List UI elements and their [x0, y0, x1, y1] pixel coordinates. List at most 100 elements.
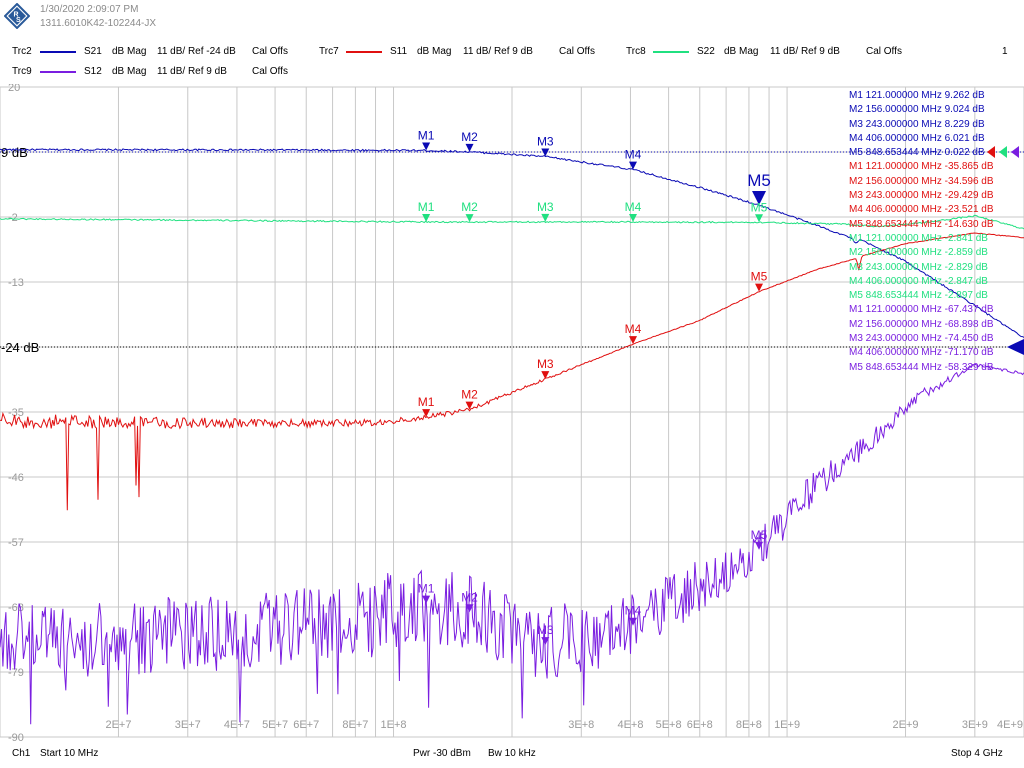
- x-tick-label: 2E+7: [105, 719, 131, 731]
- trace-markers: M1 M2 M3 M4 M5 M1 M2 M3 M4 M5 M1 M2 M3 M4 M5 M1 M2 M3 M4 M5: [418, 128, 771, 646]
- svg-text:S: S: [16, 17, 21, 24]
- marker-label: M3: [537, 357, 554, 371]
- marker-triangle: [629, 214, 638, 223]
- if-bandwidth[interactable]: Bw 10 kHz: [488, 748, 536, 759]
- marker-label: M4: [625, 200, 642, 214]
- diagram-area[interactable]: 20 9 dB -2 -13 -24 dB -35 -46 -57 -68 -79 -90 2E+7…: [0, 84, 1024, 744]
- marker-label: M4: [625, 604, 642, 618]
- stop-frequency[interactable]: Stop 4 GHz: [951, 748, 1003, 759]
- marker-label: M1: [418, 395, 435, 409]
- marker-label: M5: [751, 270, 768, 284]
- marker-triangle: [541, 371, 550, 380]
- legend-param: S21: [84, 46, 102, 57]
- y-tick-label: 9 dB: [1, 145, 28, 160]
- channel-count: 1: [1002, 46, 1008, 57]
- marker-triangle: [422, 595, 431, 604]
- marker-triangle: [541, 148, 550, 157]
- marker-row[interactable]: M5 848.653444 MHz -14.630 dB: [849, 218, 994, 230]
- y-tick-label: -35: [8, 407, 24, 419]
- y-tick-label: -90: [8, 732, 24, 744]
- marker-row[interactable]: M1 121.000000 MHz -67.437 dB: [849, 304, 994, 316]
- y-tick-label: -46: [8, 472, 24, 484]
- y-tick-label: -79: [8, 667, 24, 679]
- marker-row[interactable]: M1 121.000000 MHz -2.841 dB: [849, 232, 988, 244]
- y-tick-labels: 20 9 dB -2 -13 -24 dB -35 -46 -57 -68 -79 -90: [1, 84, 39, 744]
- marker-label: M2: [461, 388, 478, 402]
- legend-param: S11: [390, 46, 408, 57]
- marker-row[interactable]: M4 406.000000 MHz -23.521 dB: [849, 204, 994, 216]
- marker-triangle: [422, 409, 431, 418]
- marker-row[interactable]: M3 243.000000 MHz -74.450 dB: [849, 333, 994, 345]
- trace-s12: [0, 363, 1024, 725]
- legend-param: S22: [697, 46, 715, 57]
- marker-triangle: [465, 401, 474, 410]
- marker-label: M3: [537, 200, 554, 214]
- marker-label: M5: [751, 200, 768, 214]
- marker-row[interactable]: M2 156.000000 MHz 9.024 dB: [849, 104, 985, 116]
- marker-row[interactable]: M5 848.653444 MHz 0.022 dB: [849, 147, 985, 159]
- channel-label: Ch1: [12, 748, 31, 759]
- marker-row[interactable]: M4 406.000000 MHz -71.170 dB: [849, 347, 994, 359]
- traces: [0, 148, 1024, 725]
- marker-triangle: [629, 336, 638, 345]
- marker-row[interactable]: M5 848.653444 MHz -2.897 dB: [849, 290, 988, 302]
- legend-format: dB Mag: [417, 46, 452, 57]
- ref-arrow-icon: [987, 146, 995, 158]
- y-tick-label: -24 dB: [1, 340, 39, 355]
- legend-line: [346, 51, 382, 53]
- marker-row[interactable]: M1 121.000000 MHz 9.262 dB: [849, 90, 985, 101]
- marker-triangle: [541, 637, 550, 646]
- legend-line: [40, 71, 76, 73]
- marker-label: M5: [751, 528, 768, 542]
- x-tick-label: 4E+9: [997, 719, 1023, 731]
- marker-triangle: [541, 213, 550, 222]
- legend-format: dB Mag: [724, 46, 759, 57]
- marker-label: M1: [418, 582, 435, 596]
- marker-row[interactable]: M3 243.000000 MHz -2.829 dB: [849, 261, 988, 273]
- legend-scale: 11 dB/ Ref 9 dB: [770, 46, 840, 57]
- marker-triangle: [629, 617, 638, 626]
- rs-logo: R S: [4, 3, 30, 29]
- start-frequency[interactable]: Start 10 MHz: [40, 748, 99, 759]
- marker-row[interactable]: M2 156.000000 MHz -34.596 dB: [849, 175, 994, 187]
- legend-format: dB Mag: [112, 66, 147, 77]
- marker-label: M3: [537, 623, 554, 637]
- marker-row[interactable]: M1 121.000000 MHz -35.865 dB: [849, 161, 994, 173]
- legend-trace-name: Trc8: [626, 46, 646, 57]
- marker-label: M5: [747, 171, 771, 190]
- marker-info-table: M1 121.000000 MHz 9.262 dB M2 156.000000 …: [849, 89, 1024, 375]
- datetime: 1/30/2020 2:09:07 PM: [40, 4, 139, 15]
- marker-row[interactable]: M4 406.000000 MHz -2.847 dB: [849, 275, 988, 287]
- y-tick-label: -57: [8, 537, 24, 549]
- marker-label: M1: [418, 200, 435, 214]
- marker-triangle: [629, 161, 638, 170]
- x-tick-label: 8E+7: [342, 719, 368, 731]
- marker-row[interactable]: M2 156.000000 MHz -68.898 dB: [849, 318, 994, 330]
- legend-line: [40, 51, 76, 53]
- x-tick-label: 5E+7: [262, 719, 288, 731]
- marker-triangle: [755, 541, 764, 550]
- y-tick-label: 20: [8, 84, 20, 94]
- legend-trace-name: Trc2: [12, 46, 32, 57]
- instrument-id: 1311.6010K42-102244-JX: [40, 18, 157, 29]
- marker-row[interactable]: M2 156.000000 MHz -2.859 dB: [849, 247, 988, 259]
- svg-text:R: R: [14, 12, 19, 19]
- ref-arrow-icon: [999, 146, 1007, 158]
- marker-triangle: [422, 213, 431, 222]
- marker-row[interactable]: M5 848.653444 MHz -58.329 dB: [849, 361, 994, 373]
- trace-s11: [0, 232, 1024, 511]
- marker-row[interactable]: M3 243.000000 MHz -29.429 dB: [849, 190, 994, 202]
- legend-trace-name: Trc7: [319, 46, 339, 57]
- marker-row[interactable]: M3 243.000000 MHz 8.229 dB: [849, 118, 985, 130]
- marker-row[interactable]: M4 406.000000 MHz 6.021 dB: [849, 132, 985, 144]
- marker-label: M1: [418, 128, 435, 142]
- x-tick-label: 3E+7: [175, 719, 201, 731]
- trace-s22: [0, 214, 1024, 230]
- legend-line: [653, 51, 689, 53]
- legend-format: dB Mag: [112, 46, 147, 57]
- y-tick-label: -68: [8, 602, 24, 614]
- source-power[interactable]: Pwr -30 dBm: [413, 748, 471, 759]
- legend-scale: 11 dB/ Ref 9 dB: [157, 66, 227, 77]
- x-tick-label: 1E+9: [774, 719, 800, 731]
- legend-cal: Cal Offs: [559, 46, 595, 57]
